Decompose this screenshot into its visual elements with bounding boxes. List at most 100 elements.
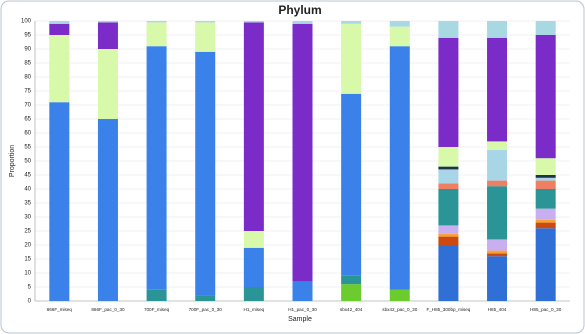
bar-segment [97,49,118,119]
x-tick-label: H1_pac_0_30 [288,307,317,312]
bar-segment [535,35,556,159]
bar-segment [341,21,362,24]
bar-segment [243,21,264,23]
bar-segment [97,119,118,301]
bar-segment [389,46,410,290]
bar-segment [146,22,167,47]
bar-segment [535,222,556,229]
bar-segment [49,23,70,35]
bar-segment [195,295,216,301]
bar-segment [292,23,313,282]
bar-segment [97,22,118,49]
bar-segment [341,93,362,276]
bar-segment [535,158,556,175]
x-tick-label: sbx42_pac_0_30 [382,307,417,312]
x-tick-label: sbx42_404 [340,307,363,312]
bar-segment [243,22,264,232]
chart-title: Phylum [278,3,321,17]
y-tick-label: 75 [24,89,31,95]
bar-segment [438,166,459,170]
bar-segment [389,26,410,47]
y-tick-label: 10 [24,271,31,277]
bar-segment [243,287,264,301]
bar-segment [487,37,508,142]
bar-segment [535,177,556,181]
bar-segment [487,21,508,38]
bar-segment [438,169,459,184]
y-tick-label: 55 [24,145,31,151]
y-tick-label: 45 [24,173,31,179]
y-tick-label: 90 [24,47,31,53]
y-tick-label: 60 [24,131,31,137]
y-tick-label: 15 [24,257,31,263]
x-tick-label: H1_miseq [244,307,265,312]
x-tick-label: 866F_miseq [47,307,73,312]
y-tick-label: 65 [24,117,31,123]
bar-segment [341,275,362,285]
y-tick-label: 30 [24,215,31,221]
bar-segment [487,149,508,181]
y-tick-label: 40 [24,187,31,193]
y-tick-label: 0 [28,299,32,305]
y-tick-label: 50 [24,159,31,165]
y-tick-label: 5 [28,285,32,291]
bar-segment [487,239,508,251]
bar-segment [49,21,70,24]
bar-segment [438,236,459,245]
x-tick-label: 700F_pac_0_30 [189,307,223,312]
bar-segment [195,51,216,296]
bar-segment [292,21,313,24]
bar-segment [535,189,556,209]
bar-segment [243,231,264,248]
bar-segment [487,256,508,301]
y-tick-label: 70 [24,103,31,109]
bar-segment [487,253,508,257]
bar-segment [535,175,556,178]
bar-segment [292,281,313,301]
x-axis-label: Sample [288,316,312,323]
x-tick-label: H85_pac_0_30 [530,307,562,312]
bar-segment [389,289,410,301]
bar-segment [487,186,508,240]
bar-segment [389,21,410,27]
bar-segment [535,21,556,35]
x-tick-label: 700F_miseq [144,307,170,312]
y-tick-label: 80 [24,75,31,81]
bar-segment [341,284,362,301]
y-tick-label: 85 [24,61,31,67]
x-tick-label: H85_404 [488,307,507,312]
bar-segment [341,23,362,94]
x-tick-label: F_H85_300bp_miseq [426,307,470,312]
bar-segment [487,141,508,150]
bar-segment [438,147,459,167]
bar-segment [49,35,70,103]
bar-segment [535,228,556,301]
y-tick-label: 35 [24,201,31,207]
bar-segment [49,102,70,301]
bar-segment [438,183,459,189]
bar-segment [195,22,216,52]
y-tick-label: 20 [24,243,31,249]
y-tick-label: 95 [24,33,31,39]
bar-segment [195,21,216,23]
bar-segment [438,37,459,147]
y-tick-label: 100 [21,19,32,25]
y-tick-label: 25 [24,229,31,235]
bar-segment [146,289,167,301]
bar-segment [146,21,167,23]
bar-segment [438,21,459,38]
bar-segment [487,250,508,254]
bar-segment [146,46,167,290]
y-axis-label: Proportion [9,145,16,177]
bar-segment [487,180,508,187]
bar-segment [438,245,459,301]
bar-segment [438,189,459,226]
bar-segment [535,208,556,220]
bar-segment [535,180,556,189]
bar-segment [243,247,264,287]
bar-segment [438,225,459,234]
bar-segment [535,219,556,223]
bar-segment [97,21,118,23]
bar-segment [438,233,459,237]
